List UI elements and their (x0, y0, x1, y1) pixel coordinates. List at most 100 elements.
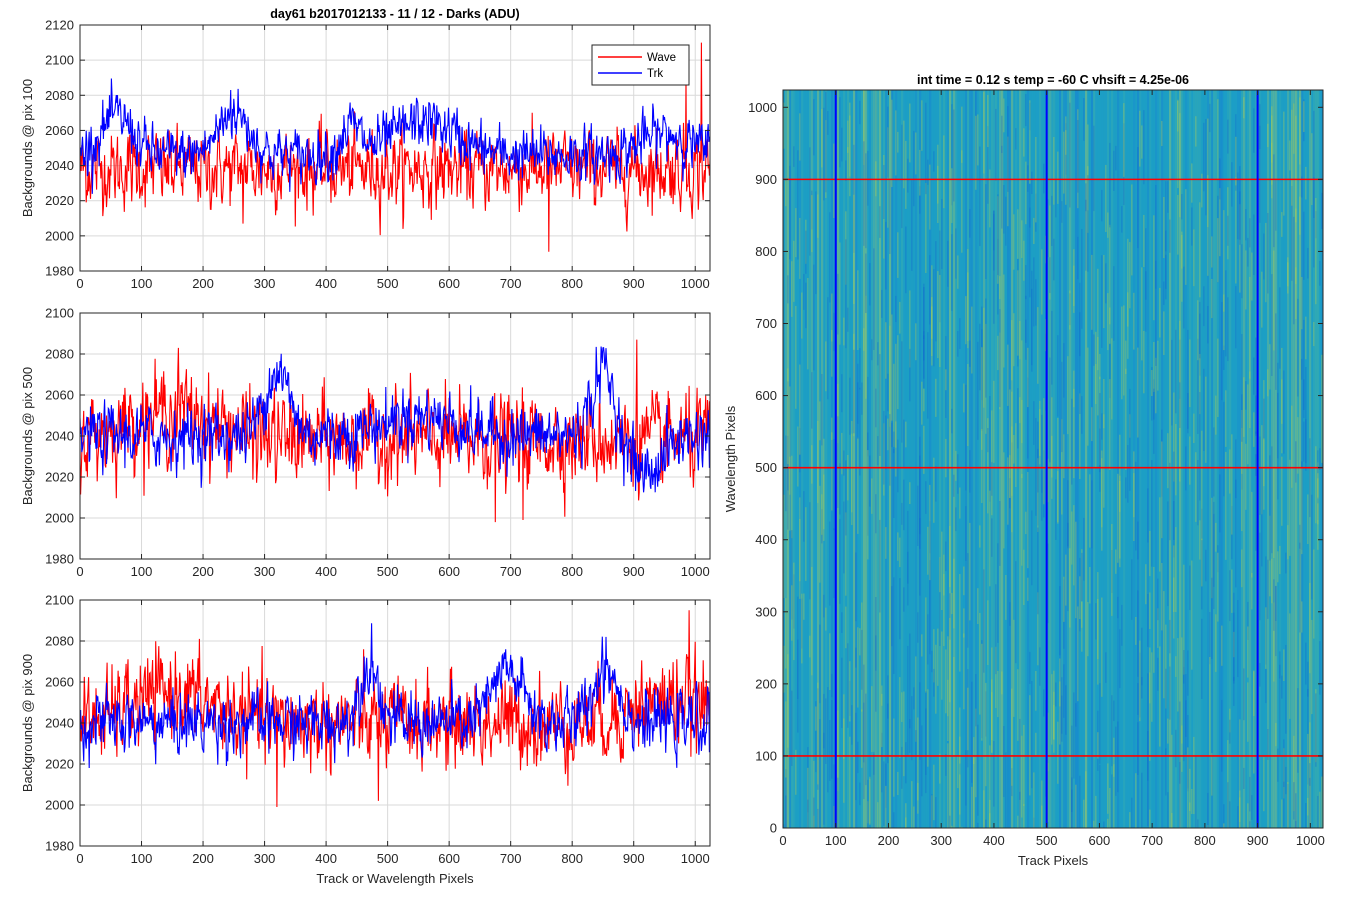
heatmap-streak (795, 749, 797, 795)
heatmap-column (1243, 90, 1246, 828)
heatmap-streak (1227, 740, 1229, 828)
heatmap-streak (843, 501, 845, 574)
heatmap-streak (1105, 164, 1107, 232)
heatmap-streak (875, 494, 877, 534)
heatmap-streak (847, 147, 849, 179)
heatmap-streak (933, 269, 935, 367)
heatmap-streak (1251, 795, 1253, 820)
heatmap-column (889, 90, 892, 828)
heatmap-streak (1053, 691, 1055, 739)
heatmap-streak (1061, 361, 1063, 453)
heatmap-streak (1243, 668, 1245, 721)
heatmap-column (1233, 90, 1236, 828)
heatmap-streak (1273, 250, 1275, 351)
x-tick-label: 1000 (681, 851, 710, 866)
heatmap-streak (1321, 354, 1323, 463)
heatmap-streak (1213, 513, 1215, 587)
heatmap-streak (1195, 755, 1197, 828)
heatmap-streak (879, 206, 881, 238)
heatmap-streak (1259, 532, 1261, 621)
x-tick-label: 900 (623, 851, 645, 866)
heatmap-streak (1201, 508, 1203, 610)
heatmap-streak (857, 741, 859, 774)
heatmap-column (1155, 90, 1158, 828)
heatmap-column (1119, 90, 1122, 828)
heatmap-streak (1039, 409, 1041, 456)
heatmap-streak (837, 383, 839, 444)
heatmap-streak (1023, 724, 1025, 807)
heatmap-streak (967, 272, 969, 349)
y-tick-label: 2020 (45, 193, 74, 208)
heatmap-column (1109, 90, 1112, 828)
heatmap-streak (1181, 231, 1183, 302)
heatmap-streak (1085, 199, 1087, 271)
heatmap-streak (1197, 300, 1199, 361)
heatmap-streak (1241, 549, 1243, 588)
x-tick-label: 0 (779, 833, 786, 848)
heatmap-column (879, 90, 882, 828)
heatmap-streak (885, 415, 887, 470)
heatmap-column (1171, 90, 1174, 828)
heatmap-column (953, 90, 956, 828)
heatmap-streak (1307, 247, 1309, 279)
heatmap-streak (809, 147, 811, 256)
heatmap-streak (1237, 600, 1239, 678)
heatmap-column (893, 90, 896, 828)
y-tick-label: 2040 (45, 429, 74, 444)
heatmap-streak (963, 608, 965, 638)
heatmap-streak (1125, 477, 1127, 499)
heatmap-streak (945, 438, 947, 478)
heatmap-streak (1263, 398, 1265, 440)
heatmap-streak (1035, 279, 1037, 326)
heatmap-column (841, 90, 844, 828)
heatmap-column (1167, 90, 1170, 828)
x-tick-label: 900 (623, 564, 645, 579)
heatmap-streak (897, 532, 899, 561)
heatmap-streak (1233, 676, 1235, 706)
y-tick-label: 2060 (45, 123, 74, 138)
heatmap-streak (1097, 710, 1099, 771)
x-tick-label: 400 (315, 564, 337, 579)
y-tick-label: 1980 (45, 552, 74, 567)
heatmap-streak (1179, 339, 1181, 428)
heatmap-streak (993, 380, 995, 463)
heatmap-streak (1063, 579, 1065, 649)
heatmap-streak (1021, 340, 1023, 444)
heatmap-column (849, 90, 852, 828)
heatmap-column (1269, 90, 1272, 828)
heatmap-streak (927, 526, 929, 575)
heatmap-streak (1263, 757, 1265, 812)
heatmap-streak (1269, 344, 1271, 390)
heatmap-column (1091, 90, 1094, 828)
heatmap-streak (1153, 342, 1155, 392)
heatmap-streak (1229, 449, 1231, 494)
heatmap-streak (795, 305, 797, 409)
heatmap-streak (1249, 371, 1251, 428)
heatmap-streak (1051, 674, 1053, 745)
heatmap-streak (885, 322, 887, 379)
heatmap-streak (849, 680, 851, 716)
heatmap-streak (895, 110, 897, 176)
heatmap-streak (1107, 818, 1109, 828)
heatmap-streak (887, 675, 889, 719)
heatmap-streak (1057, 335, 1059, 417)
heatmap-column (1113, 90, 1116, 828)
heatmap-streak (1231, 506, 1233, 560)
heatmap-streak (919, 436, 921, 535)
heatmap-streak (1301, 461, 1303, 550)
heatmap-streak (1049, 205, 1051, 300)
heatmap-streak (1297, 298, 1299, 397)
heatmap-streak (1057, 151, 1059, 204)
heatmap-streak (1017, 388, 1019, 449)
heatmap-streak (787, 654, 789, 748)
heatmap-streak (841, 432, 843, 475)
heatmap-streak (787, 461, 789, 530)
heatmap-streak (1203, 368, 1205, 451)
heatmap-streak (987, 428, 989, 453)
heatmap-streak (1227, 187, 1229, 260)
heatmap-streak (1203, 286, 1205, 327)
heatmap-streak (1229, 801, 1231, 828)
x-tick-label: 800 (561, 564, 583, 579)
heatmap-streak (1087, 175, 1089, 272)
heatmap-column (913, 90, 916, 828)
